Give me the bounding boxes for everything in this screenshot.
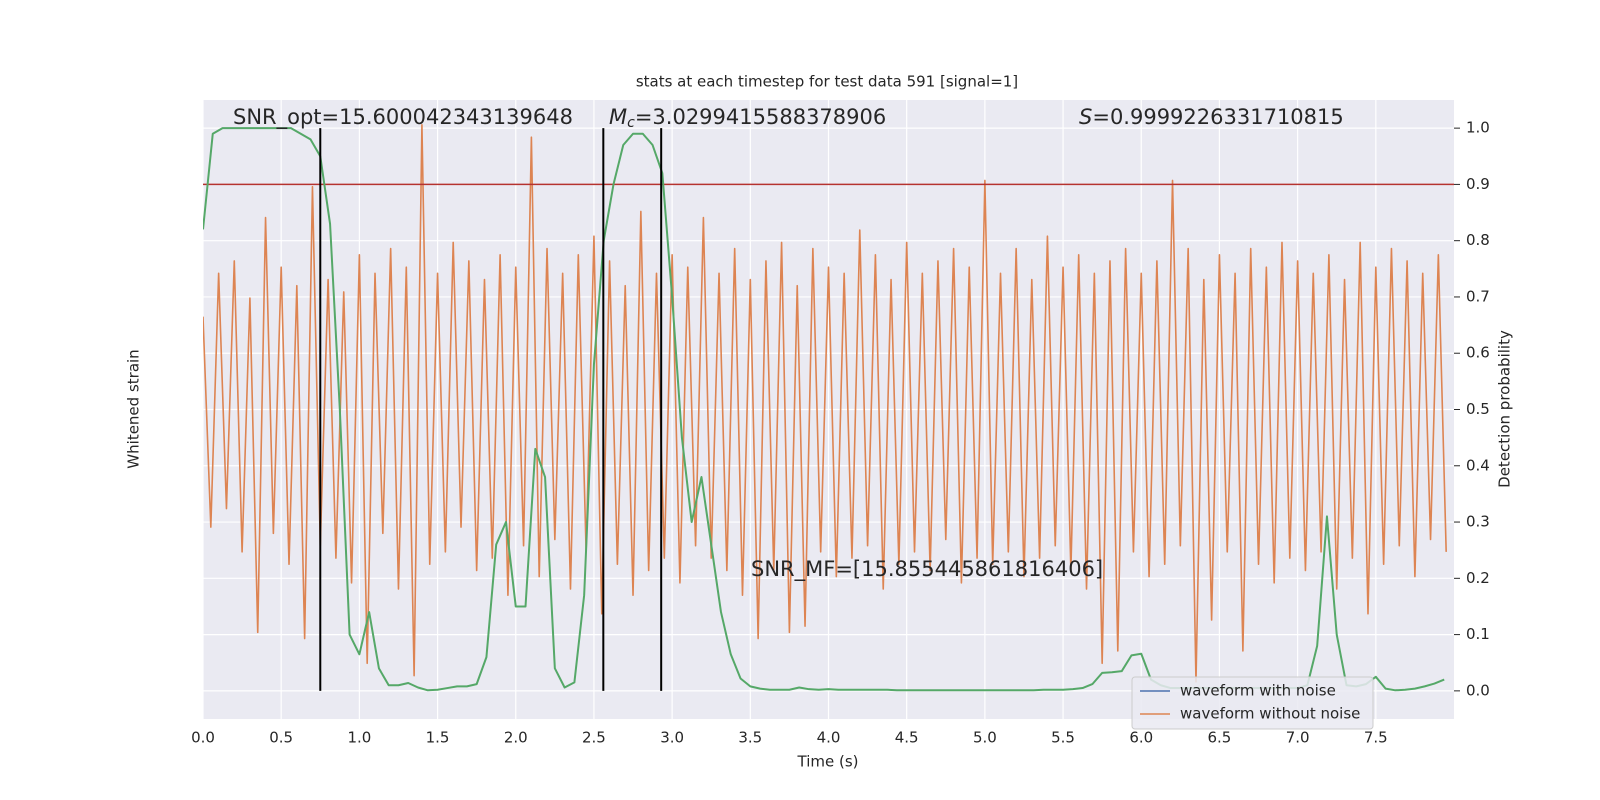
chart-title: stats at each timestep for test data 591…	[636, 73, 1018, 91]
x-tick-label: 2.0	[504, 729, 528, 747]
annotation-symbol: S	[1079, 105, 1092, 129]
y2-tick-label: 1.0	[1466, 119, 1490, 137]
y2-tick-label: 0.5	[1466, 400, 1490, 418]
annotation-text: =3.0299415588378906	[635, 105, 886, 129]
annotation-text: SNR_MF=[15.855445861816406]	[751, 557, 1103, 582]
y2-tick-label: 0.7	[1466, 287, 1490, 305]
y2-tick-label: 0.1	[1466, 625, 1490, 643]
annotation: SNR_opt=15.600042343139648	[233, 105, 573, 130]
y-axis-label: Whitened strain	[125, 349, 143, 468]
y2-axis-label: Detection probability	[1496, 330, 1514, 488]
y2-tick-label: 0.8	[1466, 231, 1490, 249]
x-tick-label: 1.0	[347, 729, 371, 747]
x-tick-label: 3.0	[660, 729, 684, 747]
annotation-text: SNR_opt=15.600042343139648	[233, 105, 573, 130]
x-tick-label: 2.5	[582, 729, 606, 747]
x-tick-label: 7.0	[1286, 729, 1310, 747]
annotation-text: =0.9999226331710815	[1092, 105, 1343, 129]
annotation-subscript: c	[627, 115, 635, 131]
y2-tick-label: 0.4	[1466, 456, 1490, 474]
annotation: SNR_MF=[15.855445861816406]	[751, 557, 1103, 582]
y2-tick-label: 0.9	[1466, 175, 1490, 193]
y2-tick-label: 0.6	[1466, 344, 1490, 362]
x-axis-label: Time (s)	[797, 753, 859, 771]
x-tick-label: 3.5	[738, 729, 762, 747]
x-tick-label: 5.5	[1051, 729, 1075, 747]
series-line	[203, 123, 1447, 683]
x-tick-label: 0.0	[191, 729, 215, 747]
x-tick-label: 4.5	[895, 729, 919, 747]
x-tick-label: 6.0	[1129, 729, 1153, 747]
y2-tick-label: 0.0	[1466, 681, 1490, 699]
x-tick-label: 7.5	[1364, 729, 1388, 747]
y2-tick-label: 0.2	[1466, 569, 1490, 587]
x-tick-label: 5.0	[973, 729, 997, 747]
annotation-symbol: M	[609, 105, 627, 129]
x-tick-label: 6.5	[1208, 729, 1232, 747]
annotation: S=0.9999226331710815	[1079, 105, 1344, 129]
legend-label: waveform with noise	[1180, 682, 1336, 700]
legend-label: waveform without noise	[1180, 705, 1360, 723]
x-tick-label: 4.0	[817, 729, 841, 747]
x-tick-label: 0.5	[269, 729, 293, 747]
x-tick-label: 1.5	[426, 729, 450, 747]
y2-tick-label: 0.3	[1466, 513, 1490, 531]
annotation: Mc=3.0299415588378906	[609, 105, 886, 131]
legend-box	[1131, 676, 1374, 730]
